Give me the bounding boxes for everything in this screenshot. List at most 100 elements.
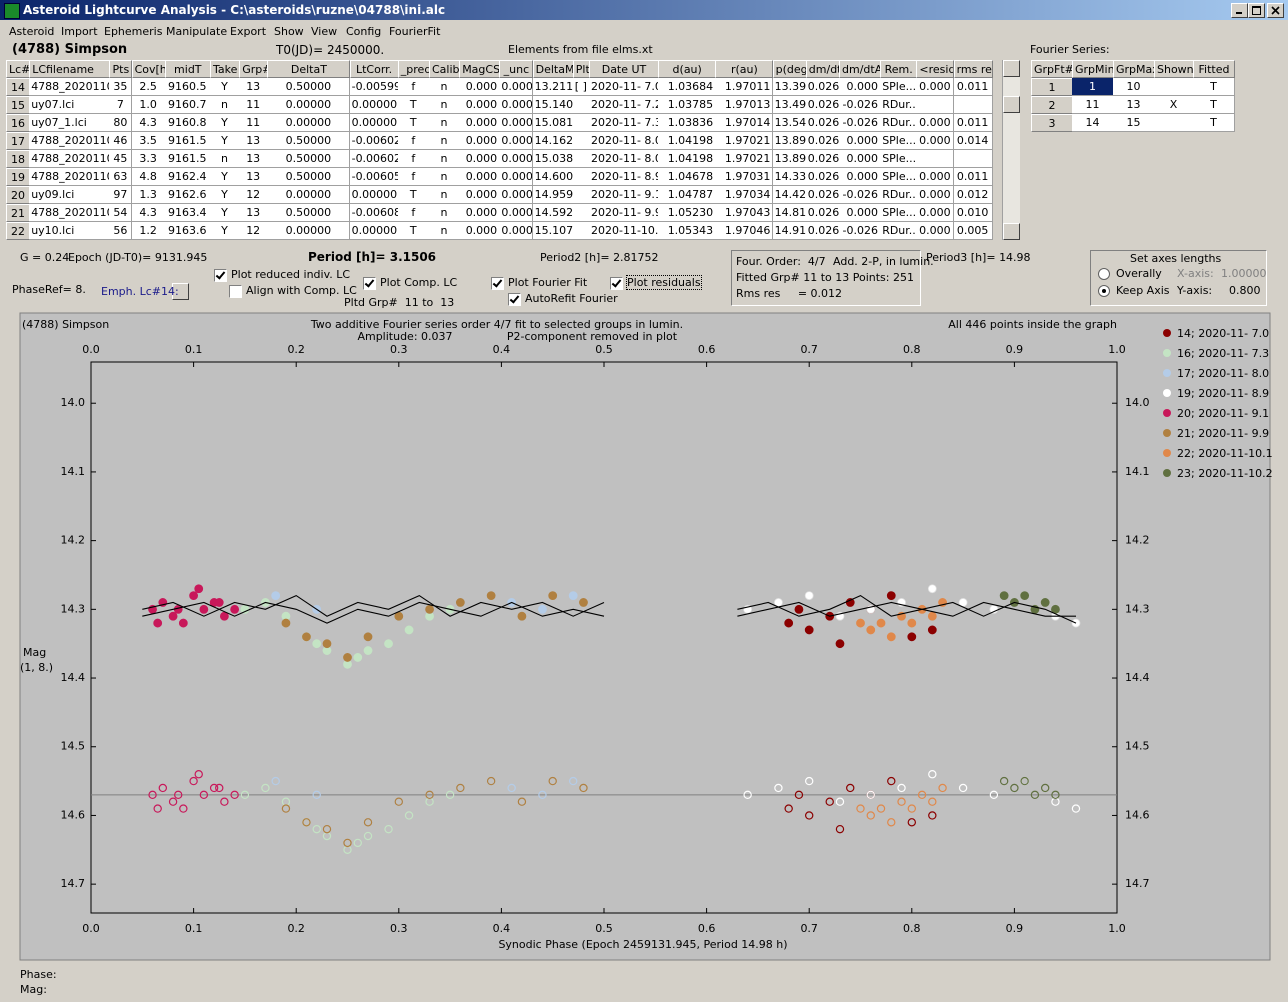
scroll-down[interactable] bbox=[1003, 223, 1020, 240]
table-cell: 14.959 bbox=[532, 186, 574, 204]
table-cell: 0.000 bbox=[839, 168, 881, 186]
fourier-cell[interactable]: 10 bbox=[1113, 78, 1155, 96]
residual-point bbox=[538, 790, 547, 800]
table-cell: 1.05343 bbox=[658, 222, 717, 240]
table-cell: 1.97014 bbox=[715, 114, 774, 132]
row-header[interactable]: 22 bbox=[6, 222, 30, 240]
residual-point bbox=[179, 804, 188, 813]
radio-button[interactable] bbox=[1098, 285, 1110, 297]
row-header[interactable]: 14 bbox=[6, 78, 30, 96]
table-cell: 0.000 bbox=[499, 150, 534, 168]
checkbox[interactable] bbox=[214, 269, 227, 282]
menu-item[interactable]: View bbox=[311, 25, 338, 38]
table-cell: 0.012 bbox=[953, 186, 993, 204]
residual-point bbox=[743, 790, 752, 800]
x-tick-label: 0.6 bbox=[698, 922, 716, 935]
checkbox-label[interactable]: Plot Fourier Fit bbox=[508, 276, 588, 289]
fourier-cell[interactable] bbox=[1154, 78, 1194, 96]
table-cell: f bbox=[397, 150, 430, 168]
close-button[interactable] bbox=[1267, 3, 1284, 18]
fourier-cell[interactable]: T bbox=[1193, 78, 1235, 96]
checkbox[interactable] bbox=[229, 285, 242, 298]
fourier-cell[interactable]: 1 bbox=[1072, 78, 1114, 96]
table-cell: T bbox=[397, 222, 430, 240]
table-cell: 1.97034 bbox=[715, 186, 774, 204]
table-header: d(au) bbox=[658, 60, 717, 78]
scroll-thumb[interactable] bbox=[1003, 96, 1020, 113]
data-point bbox=[281, 618, 291, 628]
menu-item[interactable]: Import bbox=[61, 25, 98, 38]
menu-item[interactable]: Show bbox=[274, 25, 304, 38]
table-cell: 0.00000 bbox=[267, 114, 351, 132]
radio-label[interactable]: Overally bbox=[1116, 267, 1162, 280]
menu-item[interactable]: Ephemeris bbox=[104, 25, 163, 38]
fourier-row-header[interactable]: 3 bbox=[1031, 114, 1073, 132]
fourier-cell[interactable] bbox=[1154, 114, 1194, 132]
checkbox-label[interactable]: Plot reduced indiv. LC bbox=[231, 268, 351, 281]
row-header[interactable]: 17 bbox=[6, 132, 30, 150]
x-tick-label-top: 0.1 bbox=[185, 343, 203, 356]
minimize-button[interactable] bbox=[1231, 3, 1248, 18]
maximize-button[interactable] bbox=[1248, 3, 1265, 18]
checkbox[interactable] bbox=[491, 277, 504, 290]
menu-item[interactable]: FourierFit bbox=[389, 25, 441, 38]
table-cell: 13.49 bbox=[772, 96, 807, 114]
row-header[interactable]: 20 bbox=[6, 186, 30, 204]
menu-item[interactable]: Export bbox=[230, 25, 267, 38]
checkbox-label[interactable]: Plot Comp. LC bbox=[380, 276, 458, 289]
row-header[interactable]: 18 bbox=[6, 150, 30, 168]
table-cell: n bbox=[429, 132, 460, 150]
row-header[interactable]: 19 bbox=[6, 168, 30, 186]
menu-item[interactable]: Config bbox=[346, 25, 382, 38]
table-scrollbar[interactable] bbox=[1002, 60, 1020, 240]
table-cell: 4788_20201106 bbox=[29, 78, 111, 96]
checkbox-label[interactable]: Align with Comp. LC bbox=[246, 284, 357, 297]
row-header[interactable]: 21 bbox=[6, 204, 30, 222]
data-point bbox=[153, 618, 163, 628]
table-cell: 0.50000 bbox=[267, 132, 351, 150]
residual-point bbox=[569, 776, 578, 786]
table-cell: -0.026 bbox=[839, 222, 881, 240]
residual-point bbox=[825, 797, 834, 806]
fourier-row-header[interactable]: 2 bbox=[1031, 96, 1073, 114]
checkbox[interactable] bbox=[508, 293, 521, 306]
x-tick-label-top: 1.0 bbox=[1108, 343, 1126, 356]
radio-label[interactable]: Keep Axis bbox=[1116, 284, 1170, 297]
table-cell: SPle... bbox=[880, 204, 918, 222]
table-cell: 0.026 bbox=[805, 186, 840, 204]
scroll-up[interactable] bbox=[1003, 60, 1020, 77]
checkbox[interactable] bbox=[363, 277, 376, 290]
table-cell: f bbox=[397, 168, 430, 186]
row-header[interactable]: 16 bbox=[6, 114, 30, 132]
table-cell: 4.3 bbox=[131, 204, 166, 222]
table-cell: 0.000 bbox=[459, 222, 501, 240]
fourier-cell[interactable]: 15 bbox=[1113, 114, 1155, 132]
fourier-cell[interactable]: X bbox=[1154, 96, 1194, 114]
table-cell: 7 bbox=[109, 96, 133, 114]
menu-item[interactable]: Asteroid bbox=[9, 25, 55, 38]
menu-item[interactable]: Manipulate bbox=[166, 25, 228, 38]
checkbox-label[interactable]: AutoRefit Fourier bbox=[525, 292, 618, 305]
row-header[interactable]: 15 bbox=[6, 96, 30, 114]
table-cell: 0.000 bbox=[499, 168, 534, 186]
fourier-cell[interactable]: 14 bbox=[1072, 114, 1114, 132]
radio-button[interactable] bbox=[1098, 268, 1110, 280]
checkbox-label[interactable]: Plot residuals bbox=[626, 275, 702, 290]
table-cell: 0.00000 bbox=[267, 222, 351, 240]
fourier-row-header[interactable]: 1 bbox=[1031, 78, 1073, 96]
table-cell: 0.000 bbox=[459, 78, 501, 96]
table-cell: -0.00599 bbox=[349, 78, 399, 96]
table-cell: RDur... bbox=[880, 186, 918, 204]
legend-marker bbox=[1163, 409, 1171, 417]
x-axis-title: Synodic Phase (Epoch 2459131.945, Period… bbox=[498, 938, 787, 951]
checkbox[interactable] bbox=[610, 277, 623, 290]
table-cell: 15.038 bbox=[532, 150, 574, 168]
fourier-cell[interactable]: 11 bbox=[1072, 96, 1114, 114]
table-cell: 0.011 bbox=[953, 78, 993, 96]
fourier-cell[interactable]: T bbox=[1193, 114, 1235, 132]
legend-label: 23; 2020-11-10.2 bbox=[1177, 467, 1273, 480]
fourier-cell[interactable]: 13 bbox=[1113, 96, 1155, 114]
fourier-cell[interactable]: T bbox=[1193, 96, 1235, 114]
spinner[interactable] bbox=[172, 283, 189, 300]
table-cell: 9161.5 bbox=[164, 132, 211, 150]
